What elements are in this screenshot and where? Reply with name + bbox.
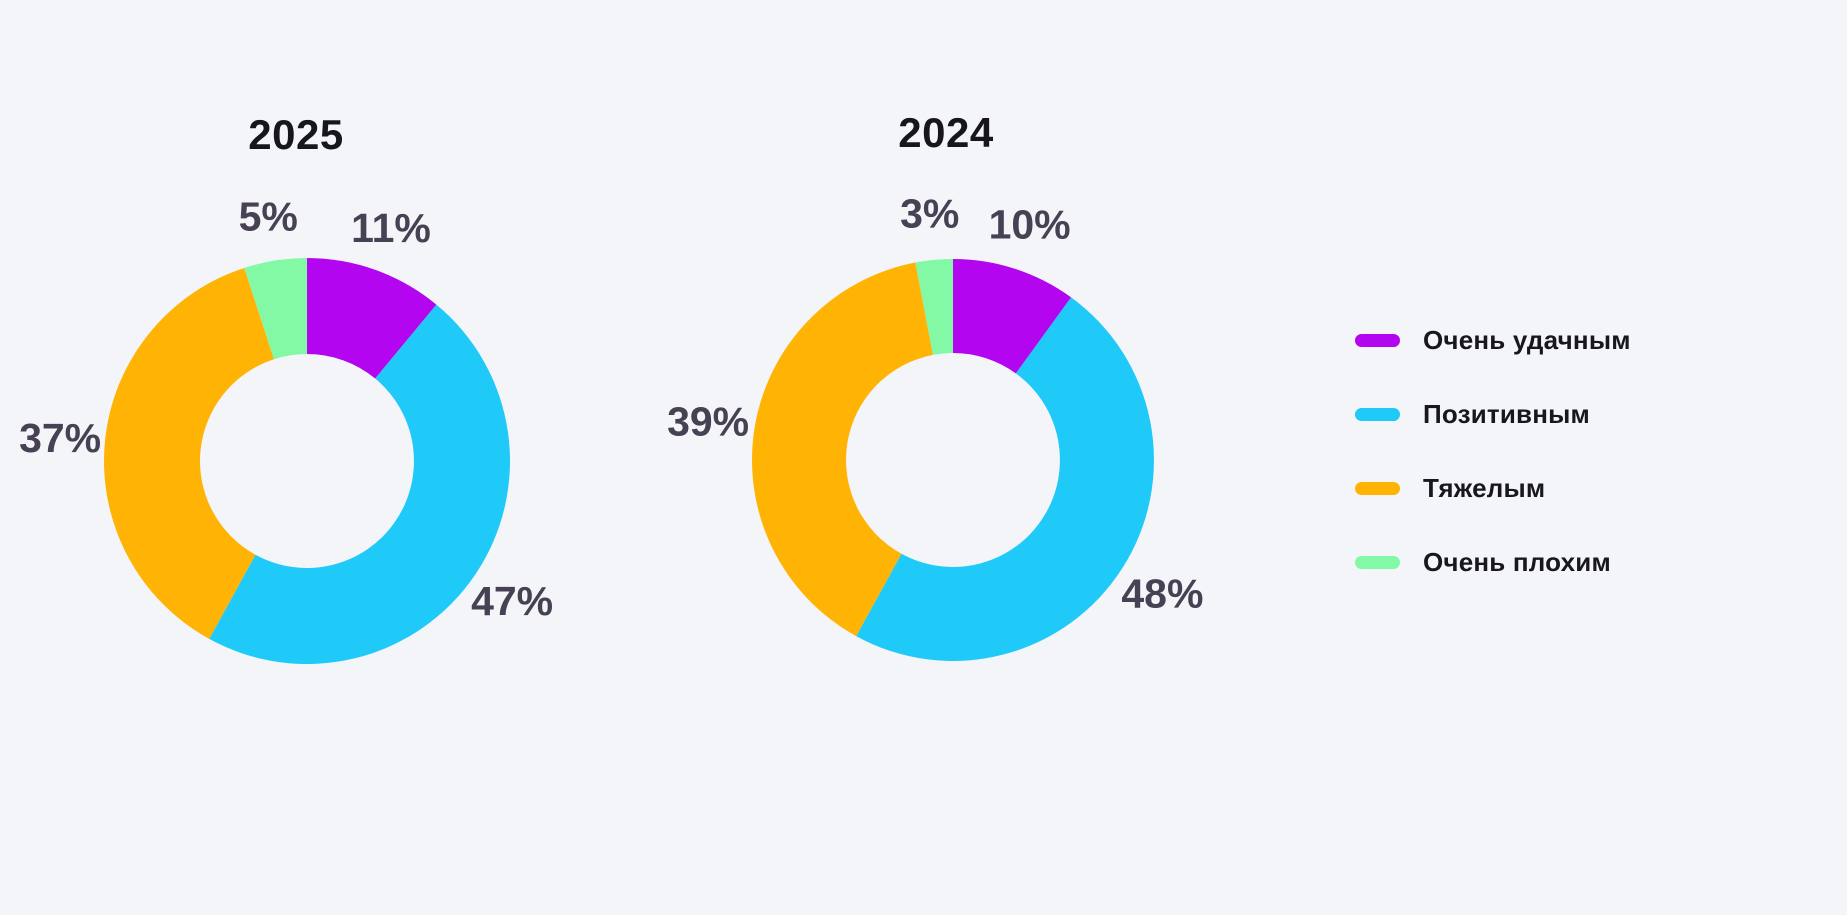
legend-label-positive: Позитивным <box>1423 398 1590 429</box>
donut-label-2025-1: 47% <box>471 578 553 624</box>
legend-swatch-very-good-icon <box>1355 333 1400 347</box>
donut-label-2024-2: 39% <box>667 399 749 445</box>
legend-label-hard: Тяжелым <box>1423 472 1546 503</box>
donut-slice-2025-0 <box>307 258 437 379</box>
donut-label-2025-3: 5% <box>239 193 298 239</box>
chart-title-2024: 2024 <box>898 109 994 156</box>
legend-item-hard: Тяжелым <box>1355 472 1631 503</box>
donut-slice-2025-1 <box>209 304 511 665</box>
donut-label-2024-3: 3% <box>900 190 959 236</box>
chart-title-2025: 2025 <box>248 111 344 158</box>
donut-label-2025-0: 11% <box>351 205 431 251</box>
donut-label-2025-2: 37% <box>19 415 101 461</box>
donut-slice-2025-3 <box>244 258 307 360</box>
legend-item-very-good: Очень удачным <box>1355 324 1631 355</box>
legend: Очень удачным Позитивным Тяжелым Очень п… <box>1355 324 1631 623</box>
donut-slice-2024-0 <box>953 259 1072 374</box>
donut-label-2024-1: 48% <box>1121 570 1203 616</box>
legend-swatch-hard-icon <box>1355 481 1400 495</box>
donut-slice-2024-1 <box>856 297 1154 661</box>
donut-slice-2024-3 <box>915 259 953 355</box>
legend-swatch-very-bad-icon <box>1355 555 1400 569</box>
legend-label-very-good: Очень удачным <box>1423 324 1631 355</box>
legend-label-very-bad: Очень плохим <box>1423 546 1611 577</box>
donut-label-2024-0: 10% <box>989 201 1071 247</box>
legend-item-positive: Позитивным <box>1355 398 1631 429</box>
legend-item-very-bad: Очень плохим <box>1355 546 1631 577</box>
donut-slice-2025-2 <box>104 267 274 639</box>
donut-slice-2024-2 <box>751 262 933 637</box>
legend-swatch-positive-icon <box>1355 407 1400 421</box>
